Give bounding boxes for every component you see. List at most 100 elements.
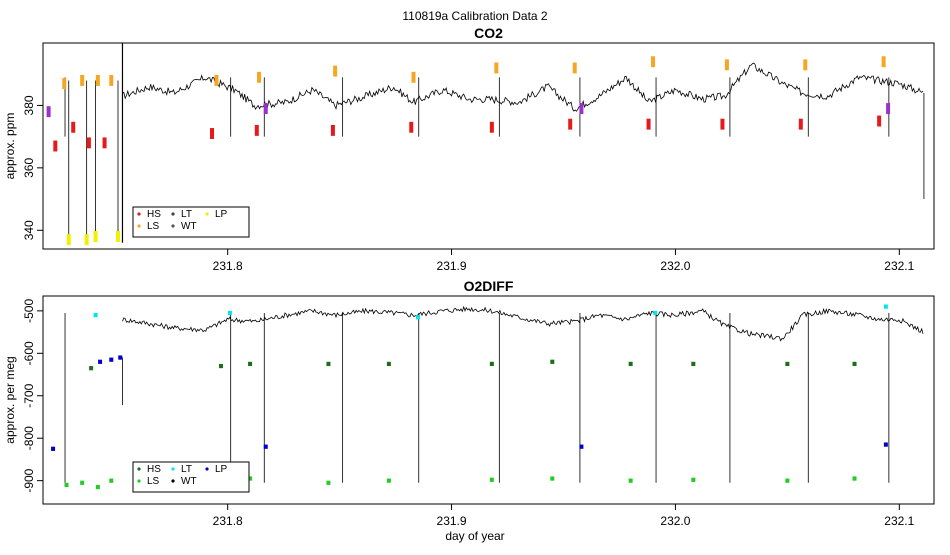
calibration-marker (93, 231, 98, 242)
x-axis-label: day of year (445, 529, 504, 543)
figure-title: 110819a Calibration Data 2 (402, 9, 548, 23)
calibration-marker (118, 355, 123, 360)
legend-entry: WT (181, 221, 197, 232)
plot-frame (42, 295, 935, 505)
co2-panel: CO2 231.8 231.9 232.0 232.1 340 360 380 approx. … (3, 25, 935, 273)
calibration-marker (254, 124, 259, 136)
y-tick-label: 380 (22, 95, 36, 115)
calibration-marker (218, 363, 223, 369)
legend-entry: LT (181, 209, 192, 220)
calibration-marker (71, 121, 76, 133)
calibration-marker (115, 231, 120, 242)
calibration-marker (214, 74, 219, 86)
legend-swatch (171, 467, 175, 471)
legend-swatch (171, 479, 175, 483)
y-axis-label: approx. per meg (3, 356, 17, 443)
calibration-marker (326, 480, 331, 485)
calibration-marker (109, 478, 114, 483)
calibration-marker (51, 446, 56, 451)
y-tick-label: -500 (22, 299, 36, 323)
calibration-marker (263, 444, 268, 449)
calibration-marker (333, 65, 338, 77)
calibration-marker (572, 62, 577, 74)
calibration-marker (415, 315, 420, 320)
calibration-marker (411, 71, 416, 83)
calibration-marker (248, 476, 253, 481)
legend-swatch (137, 467, 141, 471)
x-tick-label: 231.9 (437, 514, 467, 528)
x-tick-label: 232.0 (660, 514, 690, 528)
legend-swatch (205, 212, 209, 216)
calibration-marker (720, 118, 725, 130)
calibration-marker (798, 118, 803, 130)
calibration-marker (62, 78, 67, 90)
y-tick-label: 360 (22, 158, 36, 178)
legend-entry: LP (215, 464, 228, 475)
legend-box (132, 461, 250, 493)
x-tick-label: 231.8 (213, 259, 243, 273)
x-tick-label: 231.9 (437, 259, 467, 273)
calibration-marker (248, 361, 253, 367)
calibration-marker (877, 115, 882, 127)
calibration-marker (724, 59, 729, 71)
data-trace (122, 62, 924, 112)
calibration-marker (550, 359, 555, 364)
calibration-marker (886, 103, 891, 115)
calibration-marker (628, 361, 633, 367)
calibration-marker (550, 476, 555, 481)
calibration-marker (785, 478, 790, 483)
calibration-marker (263, 103, 268, 115)
calibration-marker (89, 366, 94, 371)
legend-swatch (137, 224, 141, 228)
calibration-marker (326, 361, 331, 367)
calibration-marker (489, 361, 494, 367)
calibration-marker (646, 118, 651, 130)
calibration-marker (330, 124, 335, 136)
plot-frame (42, 42, 935, 250)
legend-entry: LP (215, 209, 228, 220)
calibration-marker (46, 106, 51, 118)
calibration-marker (227, 310, 232, 316)
calibration-marker (80, 74, 85, 86)
legend-entry: LT (181, 464, 192, 475)
calibration-marker (95, 484, 100, 490)
calibration-marker (109, 74, 114, 86)
calibration-marker (852, 361, 857, 367)
legend-swatch (171, 224, 175, 228)
legend-entry: HS (147, 464, 161, 475)
panel-title: O2DIFF (464, 278, 514, 294)
calibration-marker (568, 118, 573, 130)
x-tick-label: 232.1 (884, 259, 914, 273)
calibration-marker (66, 234, 71, 246)
calibration-marker (489, 121, 494, 133)
y-axis-label: approx. ppm (3, 113, 17, 180)
calibration-marker (257, 71, 262, 83)
data-trace (122, 305, 924, 342)
calibration-marker (53, 140, 58, 152)
calibration-marker (386, 361, 391, 367)
x-tick-label: 232.1 (884, 514, 914, 528)
panel-title: CO2 (474, 25, 503, 41)
y-tick-label: -800 (22, 426, 36, 450)
calibration-marker (691, 477, 696, 482)
legend-entry: LS (147, 221, 160, 232)
calibration-marker (651, 56, 656, 68)
calibration-marker (409, 121, 414, 133)
x-tick-label: 232.0 (660, 259, 690, 273)
calibration-marker (881, 56, 886, 68)
calibration-marker (80, 480, 85, 485)
y-tick-label: 340 (22, 220, 36, 240)
y-tick-label: -700 (22, 383, 36, 407)
legend-entry: WT (181, 476, 197, 487)
legend-swatch (137, 212, 141, 216)
o2diff-panel: O2DIFF 231.8 231.9 232.0 232.1 -900 -800 -700 -6… (3, 278, 935, 528)
legend-box (132, 206, 250, 238)
calibration-marker (579, 103, 584, 115)
legend-swatch (171, 212, 175, 216)
calibration-marker (883, 442, 888, 447)
calibration-marker (93, 312, 98, 318)
x-tick-label: 231.8 (213, 514, 243, 528)
calibration-marker (883, 304, 888, 309)
calibration-marker (98, 359, 103, 364)
